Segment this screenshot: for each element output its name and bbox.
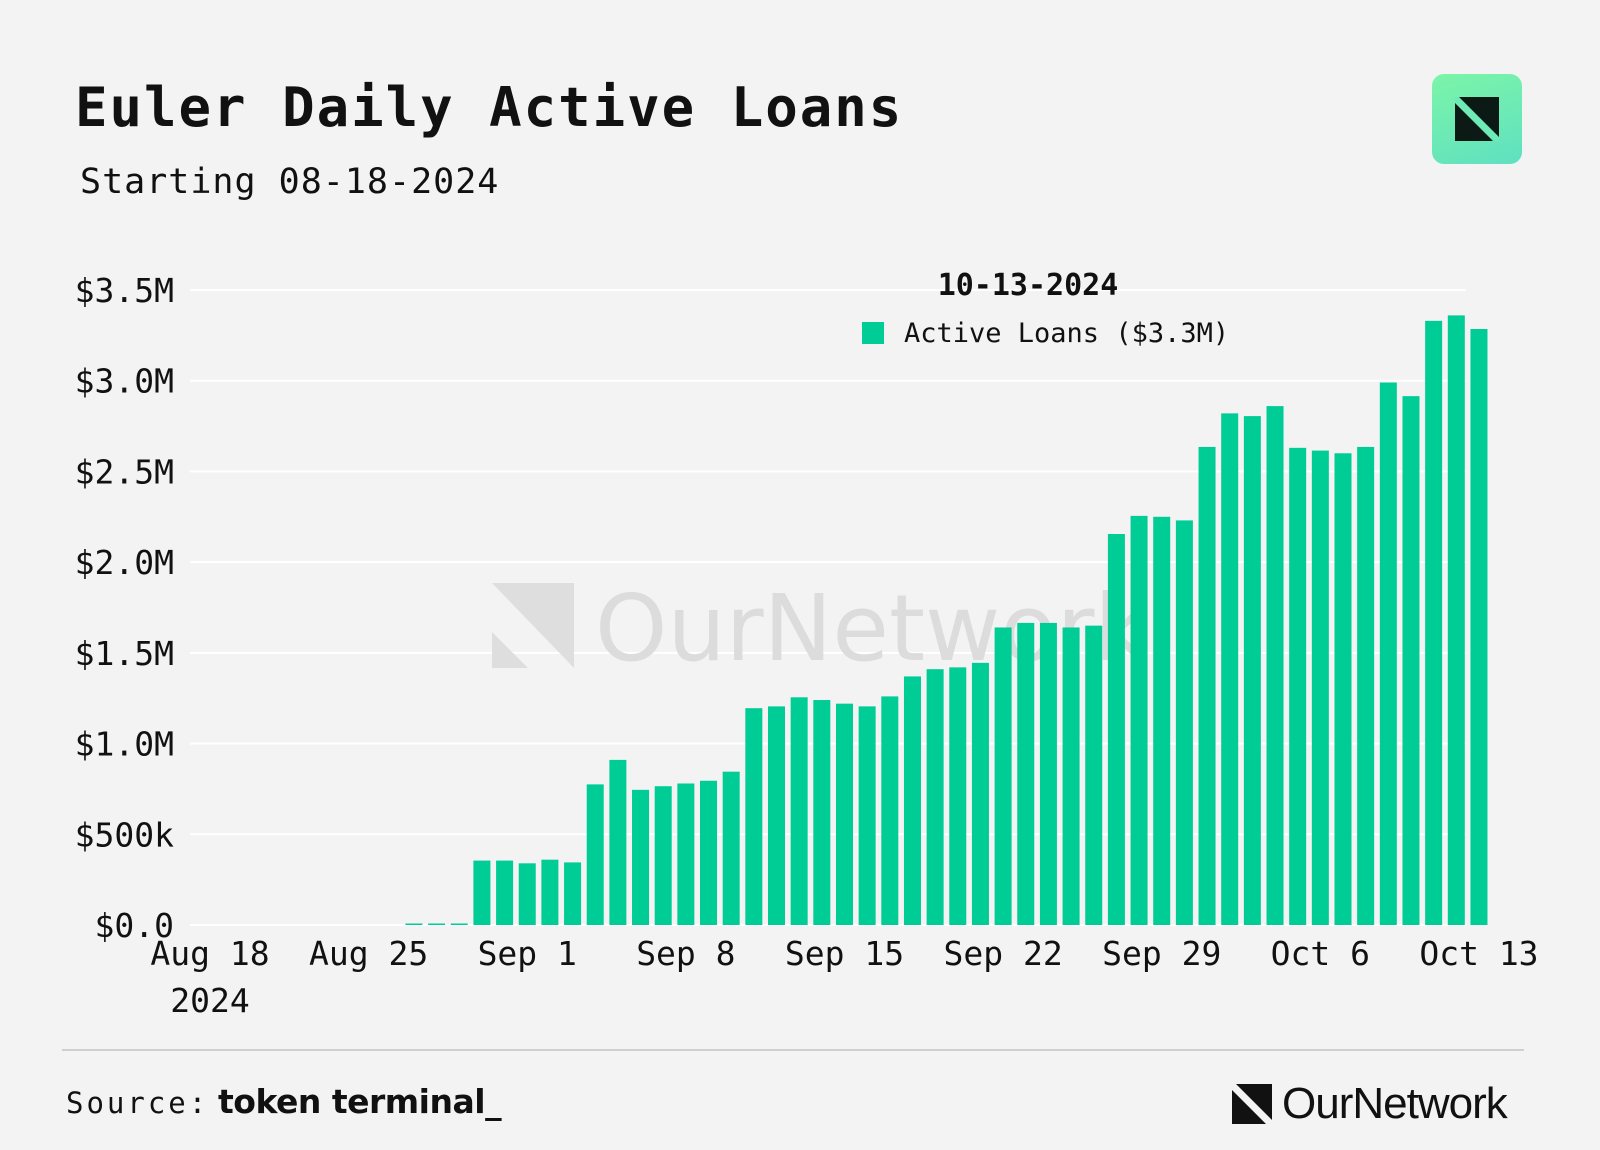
bar: [518, 863, 536, 925]
chart-subtitle: Starting 08-18-2024: [80, 162, 500, 202]
bar: [1289, 447, 1307, 925]
bar: [1425, 320, 1443, 926]
bar: [1198, 446, 1216, 925]
bar: [677, 783, 695, 925]
x-tick-label: Oct 13: [1419, 934, 1538, 973]
bar: [428, 923, 446, 925]
bar: [1039, 622, 1057, 925]
source-label: Source:: [66, 1086, 210, 1120]
y-tick-label: $2.0M: [75, 543, 174, 582]
bar: [1379, 382, 1397, 925]
y-tick-label: $3.0M: [75, 362, 174, 401]
bar: [1402, 396, 1420, 925]
bar-chart: OurNetwork $0.0$500k$1.0M$1.5M$2.0M$2.5M…: [75, 268, 1539, 1020]
bar: [405, 923, 423, 925]
bar: [496, 860, 514, 925]
bar: [994, 627, 1012, 925]
x-tick-sublabel: 2024: [170, 981, 249, 1020]
bar: [700, 780, 718, 925]
bar: [1243, 416, 1261, 925]
x-tick-label: Oct 6: [1271, 934, 1370, 973]
ournetwork-mark-icon: [1232, 1084, 1272, 1124]
bar: [450, 923, 468, 925]
bar: [971, 662, 989, 925]
bar: [654, 786, 672, 925]
footer-brand: OurNetwork: [1232, 1079, 1508, 1128]
y-tick-label: $3.5M: [75, 271, 174, 310]
bar: [881, 696, 899, 925]
bar: [858, 706, 876, 925]
source-name: token terminal_: [218, 1082, 502, 1121]
brand-name: OurNetwork: [1282, 1079, 1508, 1128]
bar: [1153, 516, 1171, 925]
footer-divider: [62, 1049, 1524, 1051]
x-tick-label: Sep 1: [478, 934, 577, 973]
y-tick-label: $2.5M: [75, 452, 174, 491]
x-tick-label: Sep 15: [785, 934, 904, 973]
bar: [564, 862, 582, 925]
bar: [790, 697, 808, 925]
bar: [1470, 329, 1488, 925]
bar: [722, 771, 740, 925]
bar: [586, 784, 604, 925]
bar: [813, 700, 831, 925]
bar: [632, 789, 650, 925]
bar: [1130, 515, 1148, 925]
y-tick-label: $1.0M: [75, 725, 174, 764]
bar: [1085, 625, 1103, 925]
bar: [609, 759, 627, 925]
bar: [1311, 450, 1329, 925]
bar: [1447, 315, 1465, 925]
legend-swatch: [862, 322, 884, 344]
bar: [926, 669, 944, 925]
bar: [745, 708, 763, 925]
x-tick-label: Aug 18: [150, 934, 269, 973]
bar: [903, 676, 921, 925]
x-tick-label: Sep 22: [943, 934, 1062, 973]
bar: [1334, 453, 1352, 925]
x-tick-label: Sep 8: [636, 934, 735, 973]
legend-label: Active Loans ($3.3M): [904, 318, 1229, 349]
bar: [473, 860, 491, 925]
legend-date: 10-13-2024: [938, 268, 1119, 303]
bars: [405, 315, 1488, 926]
ournetwork-logo-icon: [1432, 74, 1522, 164]
legend: 10-13-2024 Active Loans ($3.3M): [862, 268, 1229, 349]
bar: [1107, 534, 1125, 925]
y-tick-label: $1.5M: [75, 634, 174, 673]
bar: [835, 703, 853, 925]
x-tick-label: Sep 29: [1102, 934, 1221, 973]
y-tick-label: $0.0: [95, 906, 174, 945]
bar: [1017, 622, 1035, 925]
bar: [1062, 627, 1080, 925]
bar: [949, 667, 967, 925]
bar: [1266, 406, 1284, 925]
bar: [1175, 520, 1193, 925]
bar: [1357, 446, 1375, 925]
bar: [1221, 413, 1239, 925]
x-tick-label: Aug 25: [309, 934, 428, 973]
x-axis-labels: Aug 18 2024 Aug 25 Sep 1 Sep 8 Sep 15 Sep 22 Se…: [150, 934, 1538, 1020]
y-axis-labels: $0.0 $500k $1.0M $1.5M $2.0M $2.5M $3.0M $3.5M: [75, 271, 174, 945]
chart-title: Euler Daily Active Loans: [75, 76, 904, 139]
bar: [541, 859, 559, 925]
y-tick-label: $500k: [75, 815, 174, 854]
bar: [768, 706, 785, 925]
